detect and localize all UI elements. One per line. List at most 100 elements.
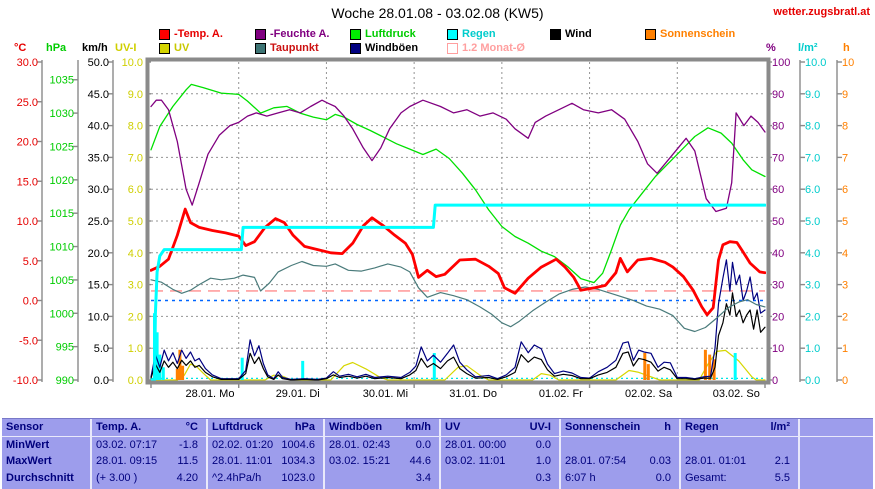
- tick-label-lm2: 4.0: [805, 248, 820, 260]
- tick-label-hrs: 4: [842, 248, 848, 260]
- tick-label-lm2: 10.0: [805, 57, 826, 69]
- axis-unit-kmh: km/h: [82, 42, 108, 54]
- legend-label-feuchte: -Feuchte A.: [270, 28, 330, 40]
- tick-label-hrs: 10: [842, 57, 854, 69]
- tick-label-temp: 25.0: [17, 97, 38, 109]
- tick-label-uvi: 4.0: [128, 248, 143, 260]
- table-divider: [323, 419, 325, 489]
- legend-swatch-feuchte-icon: [255, 28, 266, 40]
- tick-label-hpa: 1000: [50, 308, 74, 320]
- series-feuchte: [150, 99, 766, 213]
- table-cell-value: 0.3: [535, 472, 551, 484]
- tick-label-pct: 60: [772, 184, 784, 196]
- tick-label-hpa: 1035: [50, 75, 74, 87]
- table-group-name: Luftdruck: [212, 421, 263, 433]
- day-label: 28.01. Mo: [186, 388, 235, 400]
- tick-label-uvi: 3.0: [128, 280, 143, 292]
- axis-hpa: 1035 1030 1025 1020 1015 1010 1005 1000 995 990 hP…: [46, 42, 79, 387]
- tick-label-pct: 100: [772, 57, 790, 69]
- axis-unit-pct: %: [766, 42, 776, 54]
- tick-label-uvi: 1.0: [128, 343, 143, 355]
- tick-label-kmh: 30.0: [88, 184, 109, 196]
- table-group-name: Windböen: [329, 421, 383, 433]
- legend-label-monatsmittel: 1.2 Monat-Ø: [462, 42, 525, 54]
- tick-label-lm2: 6.0: [805, 184, 820, 196]
- table-group-name: Temp. A.: [96, 421, 142, 433]
- page-title: Woche 28.01.08 - 03.02.08 (KW5): [331, 5, 544, 21]
- tick-label-pct: 40: [772, 248, 784, 260]
- tick-label-kmh: 45.0: [88, 89, 109, 101]
- table-group-unit: h: [664, 421, 671, 433]
- tick-label-lm2: 8.0: [805, 121, 820, 133]
- tick-label-hrs: 8: [842, 121, 848, 133]
- tick-label-hpa: 1025: [50, 141, 74, 153]
- table-cell-value: 1034.3: [281, 455, 315, 467]
- tick-label-pct: 50: [772, 216, 784, 228]
- table-cell-value: 0.0: [535, 439, 551, 451]
- table-divider: [90, 419, 92, 489]
- plot-frame: [145, 57, 771, 385]
- tick-label-lm2: 5.0: [805, 216, 820, 228]
- table-cell-time: 28.01. 02:43: [329, 439, 391, 451]
- table-divider: [559, 419, 561, 489]
- tick-label-uvi: 5.0: [128, 216, 143, 228]
- axis-unit-temp: °C: [14, 42, 26, 54]
- site-watermark-link[interactable]: wetter.zugsbratl.at: [773, 6, 870, 18]
- tick-label-hrs: 0: [842, 375, 848, 387]
- tick-label-pct: 80: [772, 121, 784, 133]
- table-group-unit: UV-I: [529, 421, 551, 433]
- tick-label-hrs: 5: [842, 216, 848, 228]
- series-luftdruck: [150, 83, 766, 284]
- table-row-label: Sensor: [6, 421, 44, 433]
- axis-lm2: 10.0 9.0 8.0 7.0 6.0 5.0 4.0 3.0 2.0 1.0 0.0 l/m²: [798, 42, 826, 387]
- tick-label-temp: 30.0: [17, 57, 38, 69]
- tick-label-uvi: 8.0: [128, 121, 143, 133]
- table-group-name: Sonnenschein: [565, 421, 641, 433]
- plot-series: [150, 83, 766, 381]
- legend-label-uv: UV: [174, 42, 190, 54]
- tick-label-hrs: 6: [842, 184, 848, 196]
- table-group-name: UV: [445, 421, 461, 433]
- tick-label-pct: 20: [772, 311, 784, 323]
- axis-unit-uvi: UV-I: [115, 42, 136, 54]
- tick-label-uvi: 9.0: [128, 89, 143, 101]
- legend-label-temp: -Temp. A.: [174, 28, 223, 40]
- table-cell-time: 03.02. 15:21: [329, 455, 391, 467]
- axis-unit-hrs: h: [843, 42, 850, 54]
- table-divider: [679, 419, 681, 489]
- table-group-unit: km/h: [405, 421, 431, 433]
- tick-label-temp: 20.0: [17, 137, 38, 149]
- legend-swatch-windboeen-icon: [350, 42, 361, 54]
- axis-uvi: 10.0 9.0 8.0 7.0 6.0 5.0 4.0 3.0 2.0 1.0 0.0 UV-I: [115, 42, 151, 387]
- tick-label-hpa: 990: [56, 375, 74, 387]
- axis-temp: 30.0 25.0 20.0 15.0 10.0 5.0 0.0 -5.0 -10.0 °C: [13, 42, 43, 387]
- tick-label-temp: -5.0: [19, 335, 38, 347]
- tick-label-uvi: 7.0: [128, 152, 143, 164]
- tick-label-hpa: 995: [56, 342, 74, 354]
- table-cell-time: 28.01. 07:54: [565, 455, 627, 467]
- legend-label-regen: Regen: [462, 28, 496, 40]
- legend-label-windboeen: Windböen: [365, 42, 419, 54]
- tick-label-kmh: 25.0: [88, 216, 109, 228]
- tick-label-hpa: 1005: [50, 275, 74, 287]
- table-cell-time: 28.01. 01:01: [685, 455, 747, 467]
- tick-label-temp: 10.0: [17, 216, 38, 228]
- legend-swatch-monatsmittel-icon: [447, 42, 458, 54]
- table-cell-value: 4.20: [176, 472, 198, 484]
- table-cell-value: -1.8: [179, 439, 198, 451]
- tick-label-hrs: 9: [842, 89, 848, 101]
- day-label: 01.02. Fr: [539, 388, 583, 400]
- x-axis: 28.01. Mo 29.01. Di 30.01. Mi 31.01. Do 01.0…: [150, 383, 766, 400]
- legend-item-sonnenschein: Sonnenschein: [645, 28, 735, 40]
- tick-label-hpa: 1015: [50, 208, 74, 220]
- tick-label-lm2: 2.0: [805, 311, 820, 323]
- tick-label-kmh: 0.0: [94, 375, 109, 387]
- day-label: 02.02. Sa: [625, 388, 673, 400]
- tick-label-kmh: 20.0: [88, 248, 109, 260]
- tick-label-kmh: 10.0: [88, 311, 109, 323]
- legend-item-feuchte: -Feuchte A.: [255, 28, 330, 40]
- tick-label-uvi: 2.0: [128, 311, 143, 323]
- tick-label-lm2: 9.0: [805, 89, 820, 101]
- tick-label-temp: 15.0: [17, 176, 38, 188]
- tick-label-hpa: 1020: [50, 175, 74, 187]
